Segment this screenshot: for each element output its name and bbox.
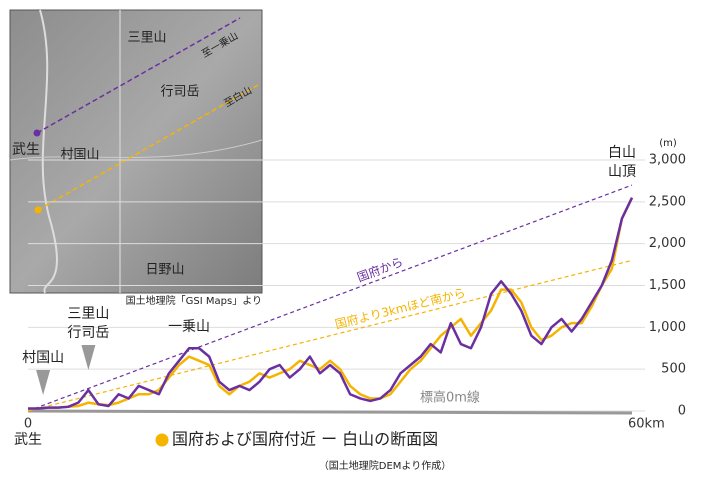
start-label: 武生 <box>14 432 42 448</box>
map-label: 行司岳 <box>160 85 199 100</box>
map-point <box>34 206 42 214</box>
chart-subtitle: （国土地理院DEMより作成） <box>319 459 451 472</box>
reference-label: 国府から <box>355 254 405 285</box>
y-unit: (m) <box>659 138 677 149</box>
y-tick-label: 0 <box>678 404 686 419</box>
map-label: 村国山 <box>60 148 99 163</box>
map-label: 武生 <box>12 142 40 158</box>
y-tick-label: 1,000 <box>649 320 686 335</box>
annotation-label: 行司岳 <box>67 325 109 341</box>
annotation-label: 山頂 <box>608 164 636 180</box>
x-tick-label: 60km <box>628 417 665 432</box>
sea-level-label: 標高0m線 <box>420 390 480 406</box>
map-inset: 三里山 至一乗山 行司岳 至白山 武生 村国山 日野山 国土地理院「GSI Ma… <box>9 9 263 307</box>
title-dot <box>155 433 169 447</box>
reference-line <box>27 259 633 412</box>
y-tick-label: 2,500 <box>649 194 686 209</box>
profile-line <box>28 197 634 410</box>
y-tick-label: 2,000 <box>649 236 686 251</box>
map-sightline <box>36 17 241 134</box>
reference-line <box>27 184 633 412</box>
map-point <box>33 129 41 137</box>
annotation-label: 白山 <box>608 145 636 161</box>
chart-title: 国府および国府付近 ー 白山の断面図 <box>172 430 438 449</box>
annotation-marker <box>81 345 96 370</box>
annotation-label: 三里山 <box>67 306 109 322</box>
map-sightline <box>37 84 259 211</box>
annotation-marker <box>36 370 51 395</box>
y-tick-label: 500 <box>661 362 686 377</box>
map-frame <box>9 9 263 294</box>
x-tick-label: 0 <box>24 417 32 432</box>
reference-label: 国府より3kmほど南から <box>333 285 467 332</box>
map-credit: 国土地理院「GSI Maps」より <box>126 294 262 307</box>
map-road <box>39 9 58 294</box>
y-tick-label: 1,500 <box>649 278 686 293</box>
annotation-label: 村国山 <box>22 350 64 366</box>
map-label: 日野山 <box>145 263 184 278</box>
y-tick-label: 3,000 <box>649 153 686 168</box>
sea-level-line <box>27 409 633 415</box>
map-label: 三里山 <box>127 31 166 46</box>
map-road <box>9 139 263 161</box>
annotation-label: 一乗山 <box>168 319 210 335</box>
